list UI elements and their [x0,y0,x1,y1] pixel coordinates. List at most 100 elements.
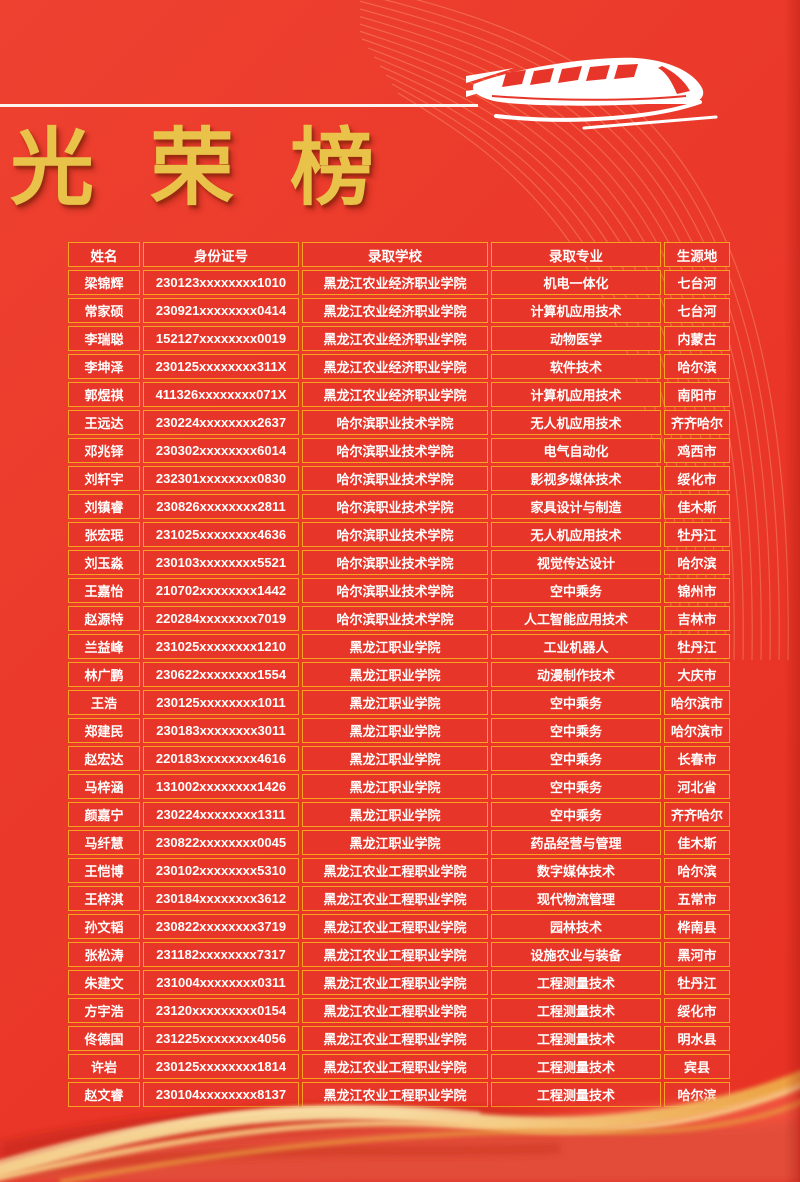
table-cell: 牡丹江 [664,970,730,995]
table-cell: 黑龙江农业工程职业学院 [302,998,488,1023]
table-row: 孙文韬 230822xxxxxxxx3719 黑龙江农业工程职业学院 园林技术 桦南县 [68,914,730,939]
table-cell: 郑建民 [68,718,140,743]
golden-silk-wave-icon [0,1070,800,1182]
table-row: 王梓淇 230184xxxxxxxx3612 黑龙江农业工程职业学院 现代物流管理 五常… [68,886,730,911]
table-cell: 牡丹江 [664,634,730,659]
table-row: 刘轩宇 232301xxxxxxxx0830 哈尔滨职业技术学院 影视多媒体技术 绥化市 [68,466,730,491]
table-cell: 空中乘务 [491,746,661,771]
table-cell: 220183xxxxxxxx4616 [143,746,299,771]
table-cell: 药品经营与管理 [491,830,661,855]
table-cell: 210702xxxxxxxx1442 [143,578,299,603]
table-cell: 哈尔滨 [664,354,730,379]
table-cell: 黑龙江职业学院 [302,690,488,715]
table-cell: 黑龙江农业经济职业学院 [302,382,488,407]
table-cell: 411326xxxxxxxx071X [143,382,299,407]
table-cell: 230123xxxxxxxx1010 [143,270,299,295]
table-cell: 黑龙江农业工程职业学院 [302,914,488,939]
table-cell: 230224xxxxxxxx1311 [143,802,299,827]
table-cell: 黑龙江农业经济职业学院 [302,354,488,379]
table-cell: 黑龙江农业经济职业学院 [302,326,488,351]
table-header-cell: 生源地 [664,242,730,267]
table-body: 梁锦辉 230123xxxxxxxx1010 黑龙江农业经济职业学院 机电一体化 七台河… [68,270,730,1107]
table-cell: 刘轩宇 [68,466,140,491]
table-cell: 232301xxxxxxxx0830 [143,466,299,491]
table-cell: 电气自动化 [491,438,661,463]
table-row: 朱建文 231004xxxxxxxx0311 黑龙江农业工程职业学院 工程测量技术 牡丹… [68,970,730,995]
table-header-cell: 姓名 [68,242,140,267]
table-row: 邓兆铎 230302xxxxxxxx6014 哈尔滨职业技术学院 电气自动化 鸡西市 [68,438,730,463]
table-cell: 空中乘务 [491,802,661,827]
table-cell: 空中乘务 [491,774,661,799]
table-cell: 231182xxxxxxxx7317 [143,942,299,967]
table-cell: 方宇浩 [68,998,140,1023]
table-cell: 空中乘务 [491,690,661,715]
table-row: 颜嘉宁 230224xxxxxxxx1311 黑龙江职业学院 空中乘务 齐齐哈尔 [68,802,730,827]
table-cell: 231004xxxxxxxx0311 [143,970,299,995]
table-cell: 七台河 [664,270,730,295]
table-cell: 绥化市 [664,466,730,491]
table-row: 林广鹏 230622xxxxxxxx1554 黑龙江职业学院 动漫制作技术 大庆市 [68,662,730,687]
table-cell: 影视多媒体技术 [491,466,661,491]
table-cell: 230921xxxxxxxx0414 [143,298,299,323]
table-cell: 机电一体化 [491,270,661,295]
table-cell: 哈尔滨职业技术学院 [302,410,488,435]
table-cell: 工程测量技术 [491,970,661,995]
table-cell: 齐齐哈尔 [664,802,730,827]
table-header-cell: 录取学校 [302,242,488,267]
table-cell: 230103xxxxxxxx5521 [143,550,299,575]
table-cell: 230104xxxxxxxx8137 [143,1082,299,1107]
high-speed-train-icon [466,57,718,130]
table-cell: 230622xxxxxxxx1554 [143,662,299,687]
table-cell: 刘玉淼 [68,550,140,575]
table-row: 张松涛 231182xxxxxxxx7317 黑龙江农业工程职业学院 设施农业与装备黑… [68,942,730,967]
table-row: 马纤慧 230822xxxxxxxx0045 黑龙江职业学院 药品经营与管理 佳木斯 [68,830,730,855]
table-cell: 230822xxxxxxxx3719 [143,914,299,939]
table-cell: 黑龙江农业工程职业学院 [302,970,488,995]
table-cell: 赵宏达 [68,746,140,771]
table-cell: 桦南县 [664,914,730,939]
table-row: 赵宏达 220183xxxxxxxx4616 黑龙江职业学院 空中乘务 长春市 [68,746,730,771]
table-cell: 230184xxxxxxxx3612 [143,886,299,911]
page-title: 光荣榜 [10,123,431,216]
table-cell: 哈尔滨市 [664,718,730,743]
table-cell: 黑龙江职业学院 [302,802,488,827]
table-cell: 吉林市 [664,606,730,631]
table-cell: 131002xxxxxxxx1426 [143,774,299,799]
table-cell: 黑龙江农业工程职业学院 [302,1026,488,1051]
table-cell: 哈尔滨职业技术学院 [302,438,488,463]
table-row: 兰益峰 231025xxxxxxxx1210 黑龙江职业学院 工业机器人 牡丹江 [68,634,730,659]
table-row: 刘玉淼 230103xxxxxxxx5521 哈尔滨职业技术学院 视觉传达设计 哈尔滨 [68,550,730,575]
table-cell: 王恺博 [68,858,140,883]
table-cell: 明水县 [664,1026,730,1051]
table-cell: 230224xxxxxxxx2637 [143,410,299,435]
table-cell: 王梓淇 [68,886,140,911]
table-cell: 哈尔滨职业技术学院 [302,606,488,631]
table-cell: 230125xxxxxxxx1814 [143,1054,299,1079]
table-cell: 230125xxxxxxxx1011 [143,690,299,715]
table-cell: 内蒙古 [664,326,730,351]
table-cell: 马纤慧 [68,830,140,855]
table-cell: 哈尔滨职业技术学院 [302,494,488,519]
table-cell: 南阳市 [664,382,730,407]
table-cell: 空中乘务 [491,718,661,743]
table-cell: 工程测量技术 [491,998,661,1023]
table-cell: 230302xxxxxxxx6014 [143,438,299,463]
table-cell: 工程测量技术 [491,1082,661,1107]
table-cell: 许岩 [68,1054,140,1079]
table-row: 马梓涵 131002xxxxxxxx1426 黑龙江职业学院 空中乘务 河北省 [68,774,730,799]
table-cell: 动物医学 [491,326,661,351]
table-row: 郭煜祺 411326xxxxxxxx071X 黑龙江农业经济职业学院 计算机应用技术南… [68,382,730,407]
table-cell: 设施农业与装备 [491,942,661,967]
table-row: 张宏珉 231025xxxxxxxx4636 哈尔滨职业技术学院 无人机应用技术 牡丹江 [68,522,730,547]
table-cell: 朱建文 [68,970,140,995]
table-cell: 哈尔滨职业技术学院 [302,522,488,547]
table-cell: 工程测量技术 [491,1054,661,1079]
table-cell: 计算机应用技术 [491,382,661,407]
table-cell: 赵源特 [68,606,140,631]
table-cell: 人工智能应用技术 [491,606,661,631]
table-cell: 常家硕 [68,298,140,323]
table-cell: 黑龙江农业工程职业学院 [302,1082,488,1107]
table-cell: 视觉传达设计 [491,550,661,575]
table-row: 王嘉怡 210702xxxxxxxx1442 哈尔滨职业技术学院 空中乘务 锦州市 [68,578,730,603]
